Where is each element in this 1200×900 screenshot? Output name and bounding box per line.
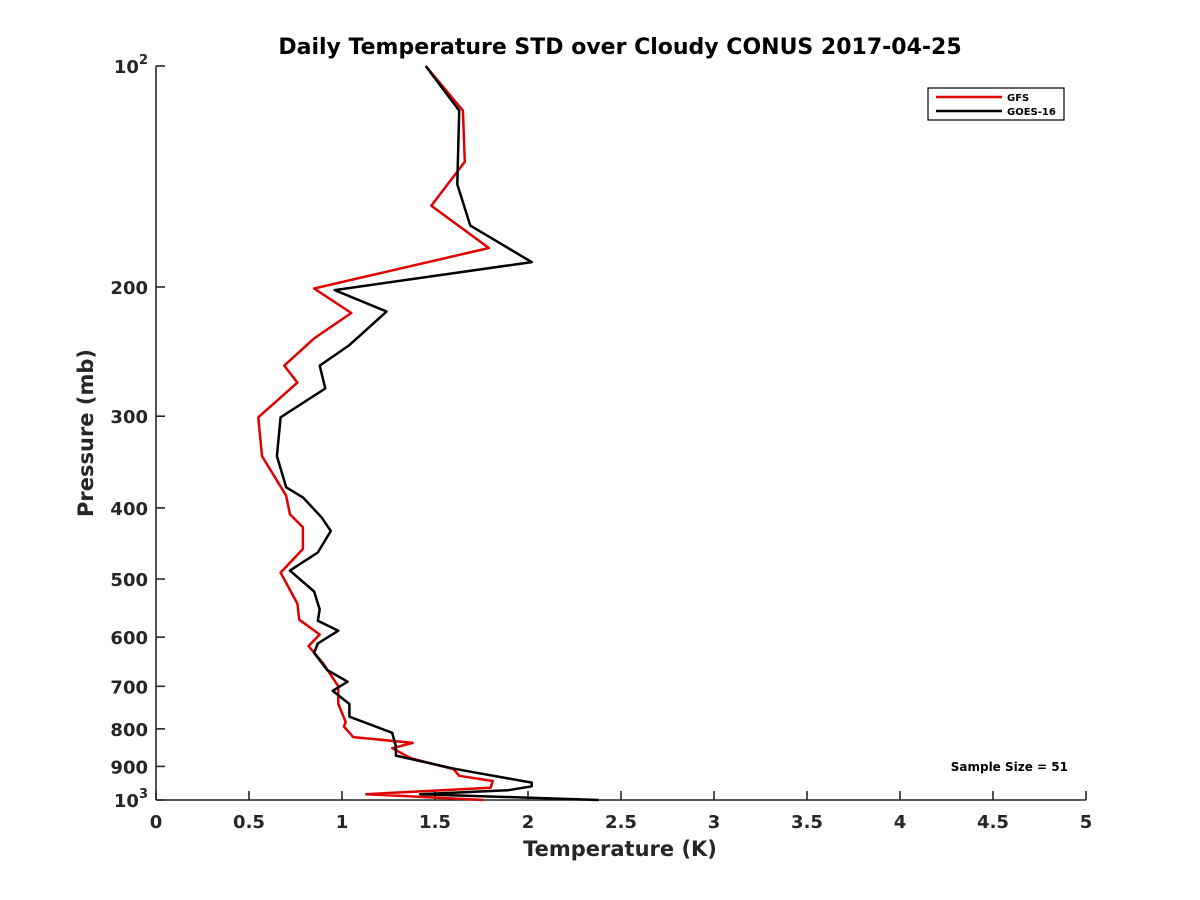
y-tick-label: 800 xyxy=(110,720,148,741)
sample-size-annotation: Sample Size = 51 xyxy=(951,760,1068,774)
y-ticks: 102 200 300 400 500 600 700 800 900 103 xyxy=(110,53,165,812)
y-tick-label: 700 xyxy=(110,677,148,698)
y-tick-label: 500 xyxy=(110,570,148,591)
series-layer xyxy=(257,65,599,802)
y-tick-label: 600 xyxy=(110,628,148,649)
y-tick-label: 102 xyxy=(114,53,148,78)
y-tick-label: 103 xyxy=(114,787,148,812)
x-tick-label: 2 xyxy=(522,812,535,833)
y-tick-label: 900 xyxy=(110,757,148,778)
y-tick-label: 400 xyxy=(110,499,148,520)
chart-title: Daily Temperature STD over Cloudy CONUS … xyxy=(278,35,961,60)
x-tick-label: 3.5 xyxy=(791,812,823,833)
x-tick-label: 1.5 xyxy=(419,812,451,833)
x-tick-label: 0.5 xyxy=(233,812,265,833)
legend: GFS GOES-16 xyxy=(927,87,1065,121)
x-tick-label: 1 xyxy=(336,812,349,833)
x-ticks: 0 0.5 1 1.5 2 2.5 3 3.5 4 4.5 5 xyxy=(150,791,1093,833)
x-tick-label: 2.5 xyxy=(605,812,637,833)
y-tick-label: 300 xyxy=(110,407,148,428)
x-tick-label: 0 xyxy=(150,812,163,833)
legend-box xyxy=(927,87,1065,121)
y-axis-label: Pressure (mb) xyxy=(74,349,98,517)
x-tick-label: 5 xyxy=(1080,812,1093,833)
x-axis-label: Temperature (K) xyxy=(523,837,717,861)
x-tick-label: 4 xyxy=(894,812,907,833)
y-tick-label: 200 xyxy=(110,278,148,299)
x-tick-label: 3 xyxy=(708,812,721,833)
legend-label-gfs: GFS xyxy=(1007,93,1029,104)
legend-label-goes16: GOES-16 xyxy=(1007,107,1056,118)
series-line-goes16 xyxy=(275,65,599,802)
x-tick-label: 4.5 xyxy=(977,812,1009,833)
